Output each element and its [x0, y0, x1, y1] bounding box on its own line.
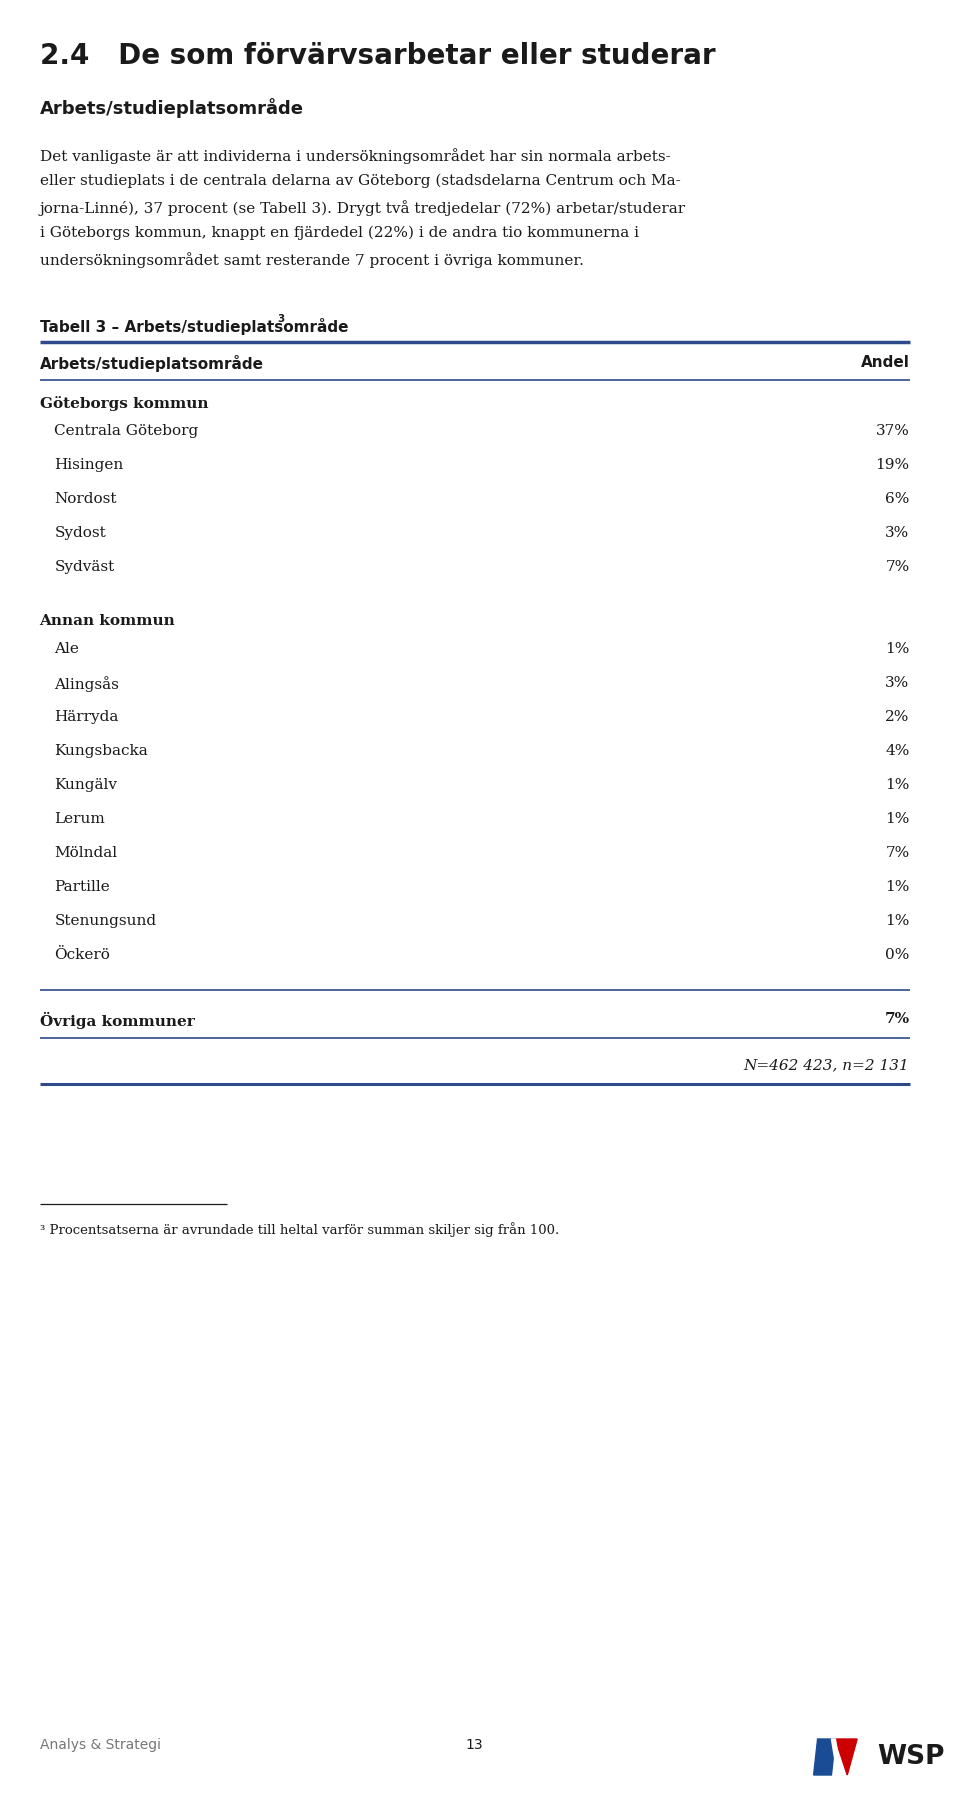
Text: Sydost: Sydost	[55, 526, 107, 540]
Text: 1%: 1%	[885, 779, 909, 791]
Text: 6%: 6%	[885, 492, 909, 506]
Text: 4%: 4%	[885, 744, 909, 757]
Text: 3%: 3%	[885, 526, 909, 540]
Text: Kungälv: Kungälv	[55, 779, 117, 791]
Text: Andel: Andel	[861, 354, 909, 370]
Text: 3%: 3%	[885, 676, 909, 690]
Polygon shape	[814, 1738, 835, 1774]
Text: 19%: 19%	[876, 457, 909, 472]
Text: 1%: 1%	[885, 914, 909, 929]
Text: 2.4   De som förvärvsarbetar eller studerar: 2.4 De som förvärvsarbetar eller studera…	[39, 42, 715, 70]
Text: Öckerö: Öckerö	[55, 949, 110, 961]
Text: 1%: 1%	[885, 641, 909, 656]
Text: Övriga kommuner: Övriga kommuner	[39, 1012, 194, 1030]
Text: Annan kommun: Annan kommun	[39, 614, 176, 629]
Text: undersökningsområdet samt resterande 7 procent i övriga kommuner.: undersökningsområdet samt resterande 7 p…	[39, 251, 584, 267]
Text: Härryda: Härryda	[55, 710, 119, 725]
Text: 37%: 37%	[876, 425, 909, 437]
Text: Partille: Partille	[55, 880, 110, 894]
Text: Nordost: Nordost	[55, 492, 117, 506]
Text: WSP: WSP	[876, 1744, 945, 1771]
Text: 13: 13	[466, 1738, 483, 1753]
Text: ³ Procentsatserna är avrundade till heltal varför summan skiljer sig från 100.: ³ Procentsatserna är avrundade till helt…	[39, 1222, 559, 1236]
Text: Lerum: Lerum	[55, 811, 106, 826]
Text: 7%: 7%	[885, 846, 909, 860]
Text: i Göteborgs kommun, knappt en fjärdedel (22%) i de andra tio kommunerna i: i Göteborgs kommun, knappt en fjärdedel …	[39, 226, 638, 240]
Text: 7%: 7%	[884, 1012, 909, 1026]
Text: 2%: 2%	[885, 710, 909, 725]
Text: Göteborgs kommun: Göteborgs kommun	[39, 396, 208, 410]
Text: 7%: 7%	[885, 560, 909, 575]
Text: Arbets/studieplatsområde: Arbets/studieplatsområde	[39, 98, 303, 117]
Text: N=462 423, n=2 131: N=462 423, n=2 131	[744, 1059, 909, 1072]
Text: Stenungsund: Stenungsund	[55, 914, 156, 929]
Polygon shape	[835, 1738, 857, 1774]
Text: Ale: Ale	[55, 641, 80, 656]
Text: Tabell 3 – Arbets/studieplatsområde: Tabell 3 – Arbets/studieplatsområde	[39, 318, 348, 334]
Text: Arbets/studieplatsområde: Arbets/studieplatsområde	[39, 354, 264, 372]
Polygon shape	[831, 1738, 841, 1774]
Text: 0%: 0%	[885, 949, 909, 961]
Text: 1%: 1%	[885, 880, 909, 894]
Text: Alingsås: Alingsås	[55, 676, 119, 692]
Text: jorna-Linné), 37 procent (se Tabell 3). Drygt två tredjedelar (72%) arbetar/stud: jorna-Linné), 37 procent (se Tabell 3). …	[39, 201, 685, 215]
Text: Sydväst: Sydväst	[55, 560, 114, 575]
Text: Det vanligaste är att individerna i undersökningsområdet har sin normala arbets-: Det vanligaste är att individerna i unde…	[39, 148, 670, 164]
Text: Kungsbacka: Kungsbacka	[55, 744, 148, 757]
Text: 3: 3	[276, 314, 284, 323]
Text: eller studieplats i de centrala delarna av Göteborg (stadsdelarna Centrum och Ma: eller studieplats i de centrala delarna …	[39, 173, 681, 188]
Text: Analys & Strategi: Analys & Strategi	[39, 1738, 160, 1753]
Text: Hisingen: Hisingen	[55, 457, 124, 472]
Text: Mölndal: Mölndal	[55, 846, 117, 860]
Text: Centrala Göteborg: Centrala Göteborg	[55, 425, 199, 437]
Text: 1%: 1%	[885, 811, 909, 826]
